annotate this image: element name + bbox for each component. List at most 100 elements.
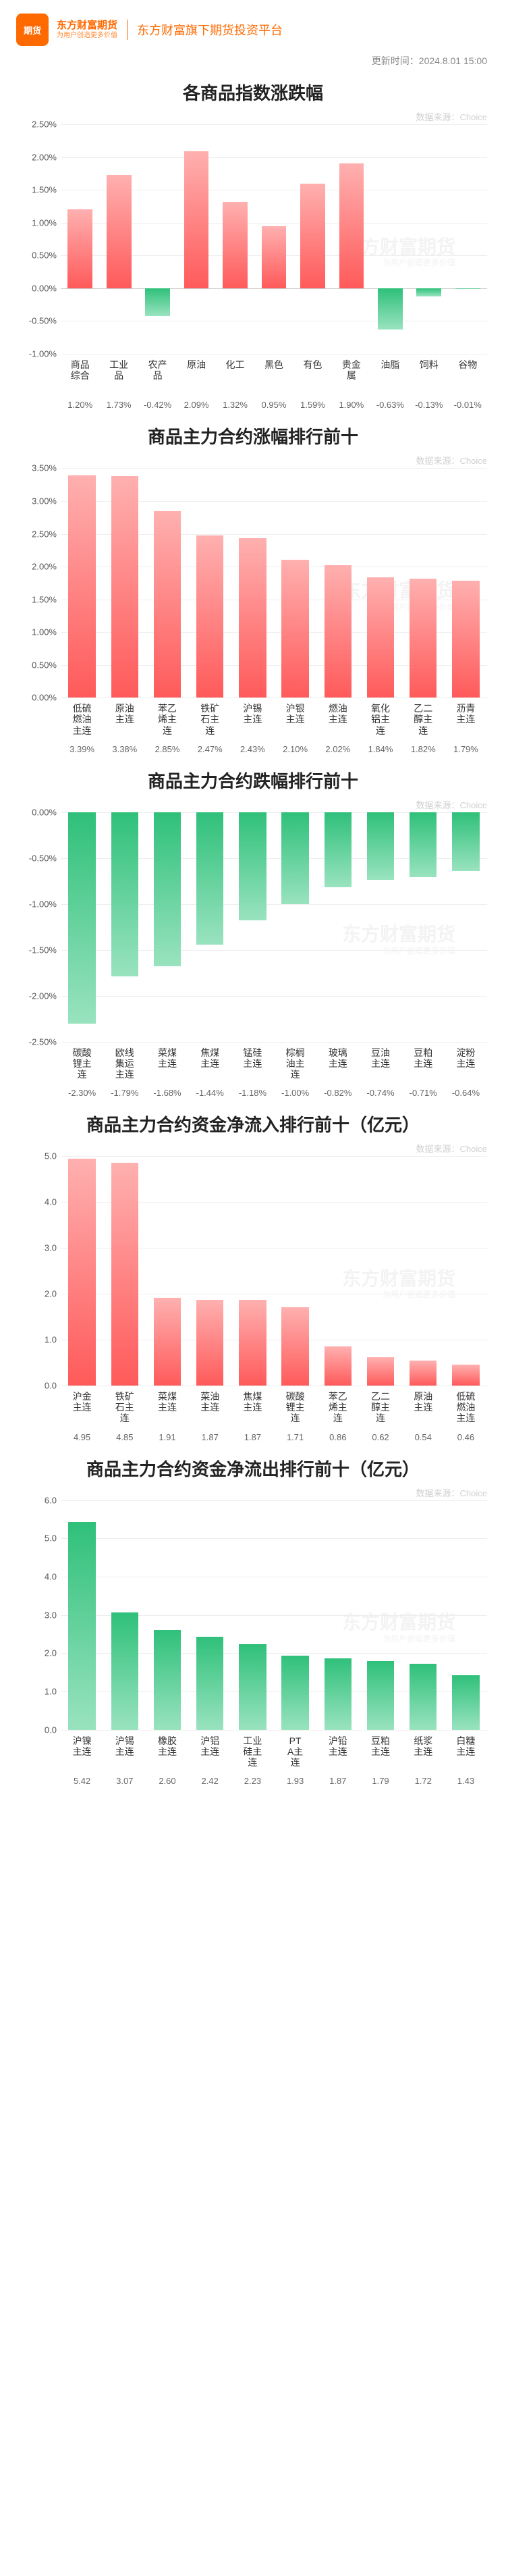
bar-column	[61, 1156, 103, 1386]
y-tick-label: 2.00%	[32, 562, 57, 572]
category-value: 0.86	[316, 1425, 359, 1442]
x-label: 棕榈油主连-1.00%	[274, 1042, 316, 1098]
bar-column	[103, 1500, 146, 1730]
category-value: -1.00%	[274, 1081, 316, 1098]
bar-column	[316, 468, 359, 698]
bar	[262, 226, 287, 288]
category-value: 1.87	[316, 1769, 359, 1786]
category-name: 原油主连	[103, 703, 146, 737]
category-value: 4.95	[61, 1425, 103, 1442]
bar	[68, 1159, 95, 1386]
category-value: 5.42	[61, 1769, 103, 1786]
category-value: 1.87	[231, 1425, 274, 1442]
category-name: 沥青主连	[445, 703, 487, 737]
category-name: 棕榈油主连	[274, 1047, 316, 1081]
x-label: 苯乙烯主连2.85%	[146, 698, 188, 754]
bar-column	[359, 468, 401, 698]
category-name: 乙二醇主连	[359, 1391, 401, 1425]
bar	[325, 812, 352, 888]
x-label: 纸浆主连1.72	[402, 1730, 445, 1786]
bar-column	[216, 124, 254, 354]
bar-column	[99, 124, 138, 354]
x-label: 沪金主连4.95	[61, 1386, 103, 1442]
grid-line	[61, 1042, 487, 1043]
timestamp-value: 2024.8.01 15:00	[419, 55, 487, 66]
x-labels: 低硫燃油主连3.39%原油主连3.38%苯乙烯主连2.85%铁矿石主连2.47%…	[61, 698, 487, 754]
chart-wrap: 东方财富期货为用户创造更多价值0.01.02.03.04.05.06.0沪镍主连…	[0, 1500, 506, 1793]
grid-line	[61, 1730, 487, 1731]
category-name: 贵金属	[332, 359, 370, 393]
category-name: 沪锡主连	[231, 703, 274, 737]
category-value: -1.68%	[146, 1081, 188, 1098]
category-name: 橡胶主连	[146, 1735, 188, 1769]
bar	[196, 1300, 223, 1386]
brand-sub: 为用户创造更多价值	[57, 32, 117, 40]
plot-area: -1.00%-0.50%0.00%0.50%1.00%1.50%2.00%2.5…	[19, 124, 487, 354]
plot-area: -2.50%-2.00%-1.50%-1.00%-0.50%0.00%	[19, 812, 487, 1042]
x-label: 工业品1.73%	[99, 354, 138, 410]
bar-column	[274, 812, 316, 1042]
category-value: 1.79	[359, 1769, 401, 1786]
bar	[339, 163, 364, 288]
bar	[455, 288, 480, 289]
bar-column	[231, 812, 274, 1042]
y-tick-label: 2.50%	[32, 120, 57, 130]
chart-title: 商品主力合约资金净流出排行前十（亿元）	[0, 1449, 506, 1483]
category-value: -1.18%	[231, 1081, 274, 1098]
plot-area: 0.01.02.03.04.05.0	[19, 1156, 487, 1386]
category-name: 原油	[177, 359, 215, 393]
bar-column	[61, 812, 103, 1042]
category-name: 工业品	[99, 359, 138, 393]
x-label: 燃油主连2.02%	[316, 698, 359, 754]
x-label: 铁矿石主连4.85	[103, 1386, 146, 1442]
category-name: 白糖主连	[445, 1735, 487, 1769]
chart-section: 商品主力合约涨幅排行前十数据来源：Choice东方财富期货为用户创造更多价值0.…	[0, 417, 506, 760]
category-name: 沪铅主连	[316, 1735, 359, 1769]
bar-column	[274, 468, 316, 698]
bar-column	[316, 1156, 359, 1386]
category-value: 1.59%	[293, 393, 332, 410]
bar	[367, 1357, 394, 1386]
bar	[452, 1675, 479, 1730]
bar-column	[402, 1156, 445, 1386]
category-name: 原油主连	[402, 1391, 445, 1425]
x-label: 工业硅主连2.23	[231, 1730, 274, 1786]
category-value: 2.60	[146, 1769, 188, 1786]
category-value: 1.72	[402, 1769, 445, 1786]
x-label: 碳酸锂主连-2.30%	[61, 1042, 103, 1098]
bar	[281, 1656, 308, 1729]
chart-wrap: 东方财富期货为用户创造更多价值-2.50%-2.00%-1.50%-1.00%-…	[0, 812, 506, 1105]
category-value: 1.82%	[402, 737, 445, 754]
category-value: 1.84%	[359, 737, 401, 754]
category-name: 农产品	[138, 359, 177, 393]
bar-column	[402, 1500, 445, 1730]
bar-column	[445, 1156, 487, 1386]
y-tick-label: 4.0	[45, 1571, 57, 1581]
bar-column	[293, 124, 332, 354]
bar	[281, 812, 308, 904]
category-name: 锰硅主连	[231, 1047, 274, 1081]
bar	[367, 812, 394, 880]
y-tick-label: 1.0	[45, 1686, 57, 1696]
bar	[416, 288, 441, 297]
bar-column	[189, 1500, 231, 1730]
bar-column	[359, 812, 401, 1042]
category-name: 油脂	[371, 359, 410, 393]
bar	[111, 812, 138, 976]
x-label: 菜油主连1.87	[189, 1386, 231, 1442]
y-tick-label: 0.50%	[32, 251, 57, 261]
bar	[410, 812, 437, 878]
bar-column	[445, 812, 487, 1042]
bar	[367, 577, 394, 698]
data-source: 数据来源：Choice	[0, 795, 506, 812]
category-value: -0.01%	[449, 393, 487, 410]
bar-column	[189, 468, 231, 698]
x-label: 沪铝主连2.42	[189, 1730, 231, 1786]
bar	[107, 175, 132, 288]
x-label: 油脂-0.63%	[371, 354, 410, 410]
bar	[239, 812, 266, 920]
bar-column	[146, 468, 188, 698]
chart-wrap: 东方财富期货为用户创造更多价值-1.00%-0.50%0.00%0.50%1.0…	[0, 124, 506, 417]
bar	[154, 1298, 181, 1386]
category-name: 菜煤主连	[146, 1391, 188, 1425]
